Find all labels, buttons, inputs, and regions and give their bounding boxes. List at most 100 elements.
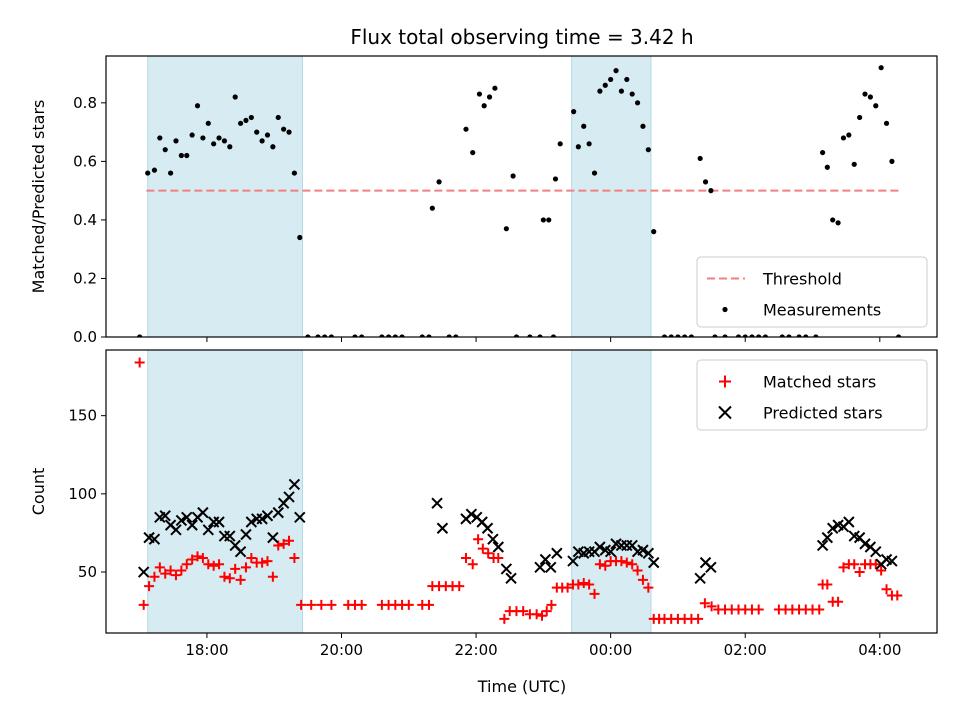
data-point [235, 574, 246, 585]
data-point [613, 68, 619, 74]
data-point [187, 554, 198, 565]
data-point [499, 613, 510, 624]
data-point [221, 138, 228, 144]
data-point [272, 506, 284, 519]
observing-band-0 [147, 350, 303, 633]
data-point [642, 547, 655, 559]
data-point [460, 552, 471, 563]
data-point [803, 334, 809, 337]
data-point [693, 613, 704, 624]
data-point [796, 334, 802, 337]
data-point [822, 579, 833, 590]
data-point [878, 65, 884, 71]
data-point [473, 534, 484, 545]
data-point [637, 574, 648, 585]
x-tick-label: 00:00 [589, 641, 632, 659]
data-point [551, 547, 563, 559]
data-point [248, 114, 254, 121]
data-point [170, 570, 181, 581]
data-point [246, 552, 257, 563]
data-point [486, 94, 493, 100]
x-tick-label: 20:00 [320, 641, 363, 659]
data-point [181, 559, 192, 570]
x-tick-label: 04:00 [858, 641, 901, 659]
data-point [518, 606, 529, 617]
data-point [203, 559, 214, 570]
data-point [492, 85, 498, 91]
data-point [627, 559, 638, 570]
data-point [539, 553, 552, 566]
data-point [762, 334, 769, 337]
data-point [668, 334, 674, 337]
data-point [197, 506, 209, 519]
data-point [160, 568, 171, 579]
data-point [305, 334, 311, 337]
data-point [423, 599, 434, 610]
data-point [481, 103, 487, 109]
data-point [175, 514, 188, 527]
data-point [151, 167, 158, 173]
legend-marker [719, 375, 731, 388]
data-point [403, 599, 414, 610]
data-point [200, 135, 206, 141]
data-point [735, 334, 742, 337]
data-point [211, 141, 217, 147]
data-point [546, 217, 552, 223]
data-point [742, 334, 748, 337]
data-point [213, 516, 225, 528]
data-point [594, 559, 605, 570]
data-point [264, 132, 271, 138]
data-point [296, 599, 307, 610]
legend: Threshold Measurements [696, 256, 928, 328]
data-point [167, 170, 174, 176]
plot-area [134, 350, 903, 633]
data-point [481, 522, 494, 534]
data-point [510, 173, 516, 179]
data-point [708, 188, 714, 194]
data-point [138, 599, 149, 610]
data-point [205, 120, 211, 126]
data-point [227, 144, 233, 150]
data-point [675, 334, 681, 337]
data-point [262, 556, 273, 567]
data-point [202, 524, 214, 536]
data-point [813, 334, 819, 337]
data-point [648, 556, 660, 569]
data-point [492, 541, 504, 553]
y-axis-label: Count [29, 468, 48, 516]
data-point [315, 334, 321, 337]
data-point [245, 516, 258, 528]
data-point [640, 123, 646, 129]
data-point [194, 103, 201, 109]
data-point [181, 511, 193, 524]
data-point [876, 565, 887, 576]
x-tick-label: 18:00 [185, 641, 228, 659]
data-point [145, 170, 151, 176]
data-point [134, 357, 145, 368]
data-point [288, 478, 301, 491]
legend-marker [722, 306, 728, 313]
y-tick-label: 0.4 [73, 211, 97, 229]
data-point [289, 552, 300, 563]
data-point [224, 573, 235, 584]
legend-label: Predicted stars [763, 404, 883, 423]
x-axis-label: Time (UTC) [477, 677, 566, 696]
data-point [216, 135, 222, 141]
data-point [833, 596, 844, 607]
x-tick-label: 22:00 [454, 641, 497, 659]
data-point [632, 565, 643, 576]
data-point [162, 147, 168, 153]
data-point [487, 533, 499, 545]
bottom-panel-counts: 18:00 20:00 22:00 00:00 02:00 04:00 50 100 150 Co… [29, 349, 938, 659]
top-panel-ratio: 0.0 0.2 0.4 0.6 0.8 Matched/Predicted stars Th… [29, 55, 938, 346]
data-point [571, 109, 577, 115]
data-point [234, 545, 247, 558]
data-point [699, 598, 710, 609]
data-point [178, 152, 184, 159]
data-point [297, 234, 303, 241]
data-point [567, 555, 579, 567]
axes-frame [105, 349, 938, 634]
data-point [821, 531, 834, 544]
data-point [824, 164, 830, 170]
data-point [873, 103, 879, 109]
